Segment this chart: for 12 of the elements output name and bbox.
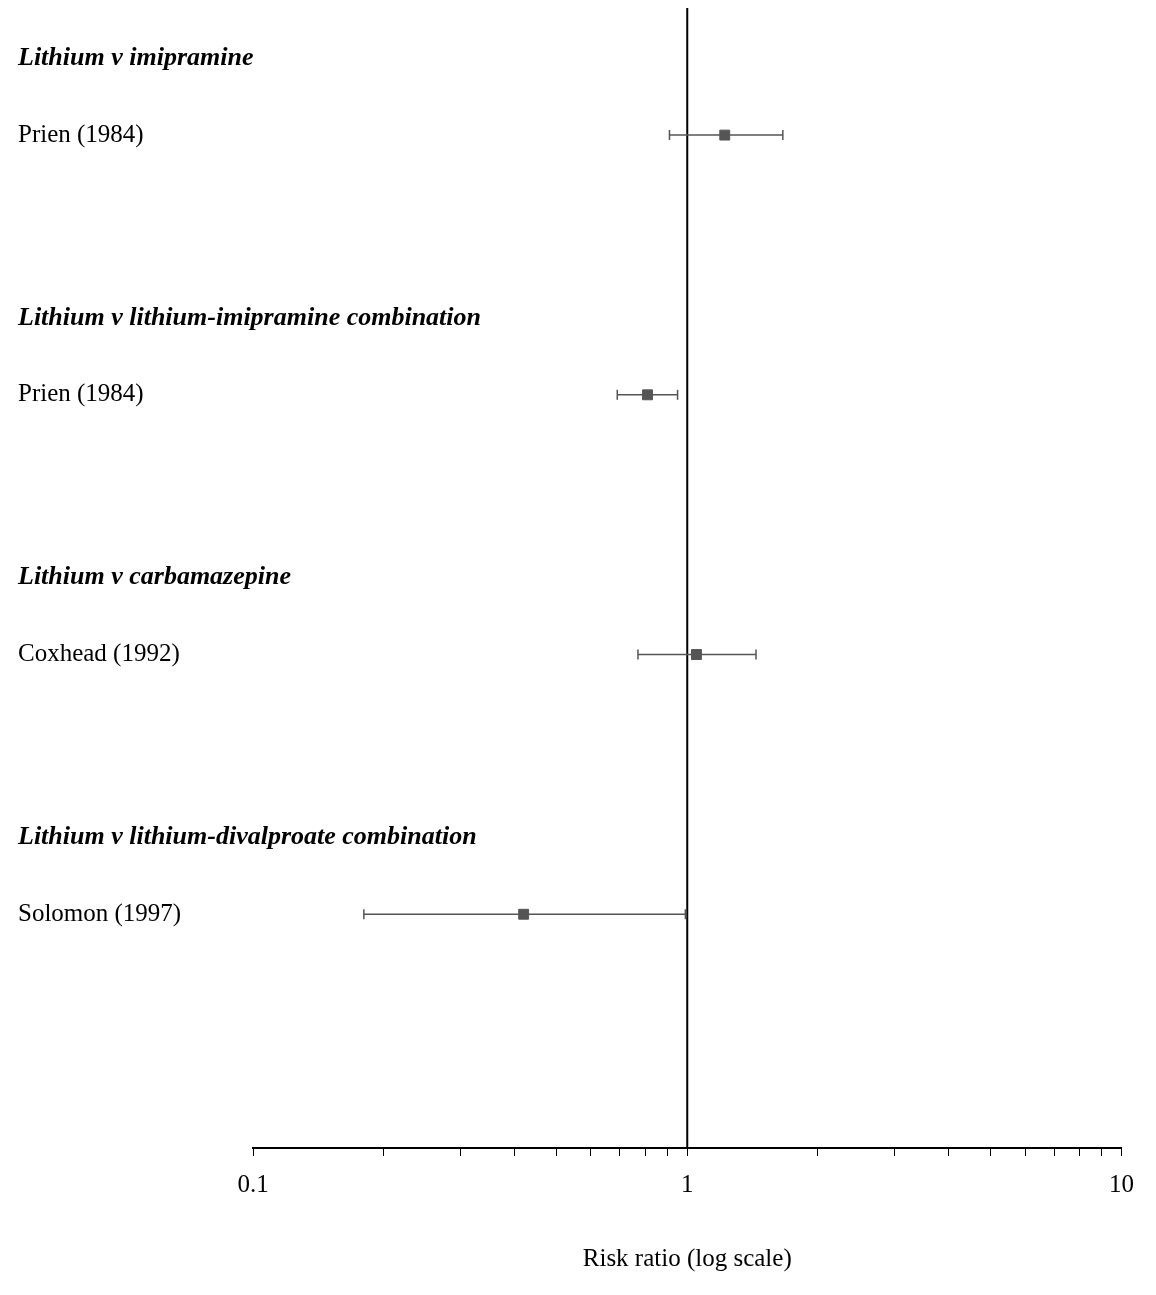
- x-tick-label: 10: [1109, 1169, 1134, 1197]
- y-tick-label: Prien (1984): [18, 119, 144, 148]
- annotation: Lithium v imipramine: [17, 41, 254, 71]
- annotation: Lithium v carbamazepine: [17, 561, 291, 591]
- y-tick-label: Prien (1984): [18, 379, 144, 408]
- annotation: Lithium v lithium-divalproate combination: [17, 820, 477, 850]
- x-tick-label: 0.1: [237, 1169, 269, 1197]
- x-axis-title: Risk ratio (log scale): [582, 1243, 792, 1272]
- y-tick-label: Solomon (1997): [18, 898, 182, 927]
- y-tick-label: Coxhead (1992): [18, 639, 180, 668]
- annotation: Lithium v lithium-imipramine combination: [17, 301, 482, 331]
- x-tick-label: 1: [681, 1169, 694, 1197]
